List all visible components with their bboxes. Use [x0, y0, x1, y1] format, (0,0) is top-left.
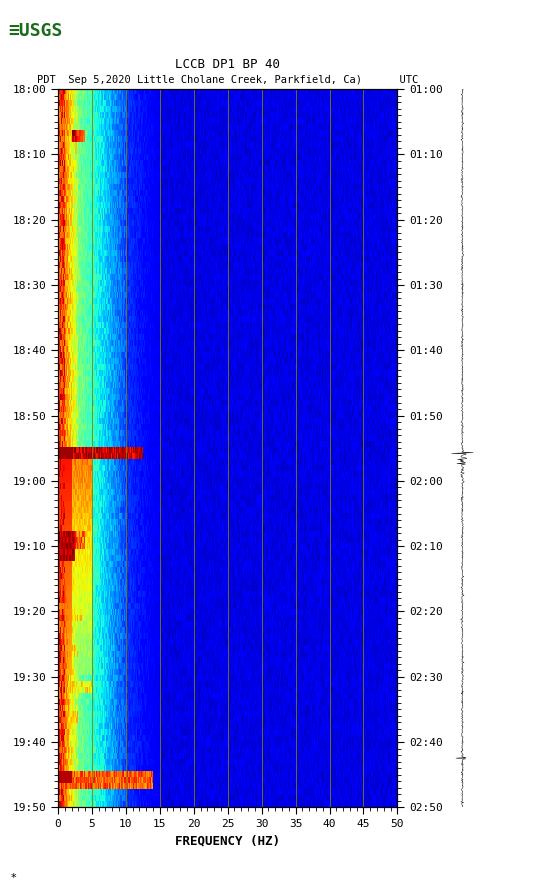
- X-axis label: FREQUENCY (HZ): FREQUENCY (HZ): [175, 835, 280, 847]
- Text: ≡USGS: ≡USGS: [8, 22, 63, 40]
- Text: LCCB DP1 BP 40: LCCB DP1 BP 40: [175, 58, 280, 71]
- Text: PDT  Sep 5,2020 Little Cholane Creek, Parkfield, Ca)      UTC: PDT Sep 5,2020 Little Cholane Creek, Par…: [37, 75, 418, 85]
- Text: *: *: [11, 873, 17, 883]
